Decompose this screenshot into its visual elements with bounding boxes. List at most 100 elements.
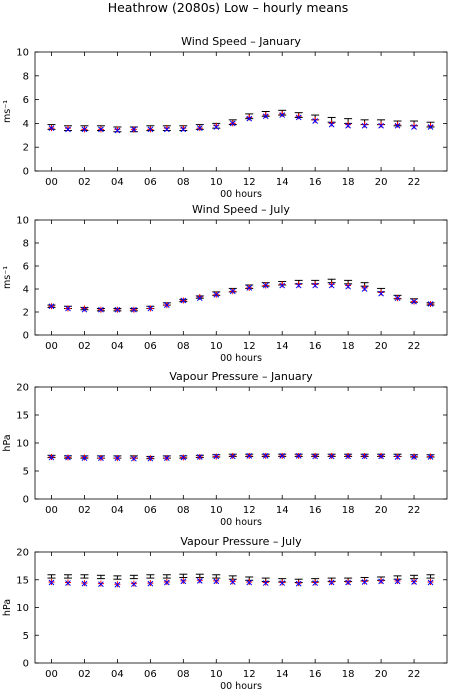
y-tick-label: 0 [23, 331, 29, 342]
x-marker [328, 579, 335, 586]
y-tick-label: 15 [16, 411, 29, 422]
x-tick-label: 00 [45, 177, 58, 188]
x-marker [295, 114, 302, 121]
x-marker [246, 453, 253, 459]
x-tick-label: 04 [111, 177, 124, 188]
x-marker [328, 453, 335, 460]
x-marker [427, 454, 434, 460]
plus-marker [394, 121, 401, 128]
x-marker [131, 306, 137, 313]
x-tick-label: 02 [78, 669, 91, 680]
x-marker [196, 295, 203, 302]
x-tick-label: 04 [111, 341, 124, 352]
x-marker [246, 115, 253, 122]
plus-marker [345, 282, 352, 289]
y-tick-label: 5 [23, 467, 29, 478]
errorbar-mark [96, 574, 105, 580]
x-tick-label: 12 [243, 505, 256, 516]
x-tick-label: 14 [276, 177, 289, 188]
x-marker [361, 286, 368, 292]
x-tick-label: 06 [144, 669, 157, 680]
x-marker [131, 581, 137, 588]
x-marker [394, 122, 401, 129]
x-marker [246, 284, 253, 291]
plus-marker [427, 122, 434, 129]
x-marker [163, 455, 170, 461]
x-marker [213, 291, 220, 298]
x-marker [394, 578, 401, 585]
errorbar-mark [212, 574, 221, 579]
y-tick-label: 20 [16, 548, 29, 559]
x-marker [246, 579, 253, 586]
x-marker [378, 578, 384, 585]
x-tick-label: 16 [309, 341, 322, 352]
figure-title: Heathrow (2080s) Low – hourly means [107, 0, 349, 15]
x-marker [114, 455, 121, 461]
x-marker [262, 453, 269, 459]
plus-marker [361, 284, 368, 291]
x-tick-label: 16 [309, 505, 322, 516]
x-marker [279, 580, 286, 586]
x-marker [427, 124, 434, 130]
x-marker [147, 305, 154, 312]
x-marker [196, 578, 203, 584]
errorbar-mark [47, 574, 56, 579]
x-tick-label: 04 [111, 669, 124, 680]
x-marker [81, 126, 88, 133]
x-axis-label: 00 hours [220, 681, 262, 690]
y-tick-label: 5 [23, 631, 29, 642]
x-tick-label: 18 [342, 505, 355, 516]
y-axis-label: ms⁻¹ [2, 100, 13, 123]
plot-frame [34, 386, 448, 500]
y-tick-label: 0 [23, 659, 29, 670]
y-tick-label: 0 [23, 167, 29, 178]
errorbar-mark [80, 574, 89, 579]
plus-marker [378, 121, 385, 128]
chart-panel: Vapour Pressure – July 0 5 10 15 20 00 02 04 06 08… [2, 535, 448, 690]
y-tick-label: 10 [16, 439, 29, 450]
panel-title: Vapour Pressure – January [169, 370, 313, 383]
y-axis-label: hPa [2, 599, 13, 616]
x-marker [361, 453, 368, 460]
x-tick-label: 22 [408, 669, 421, 680]
errorbar-mark [63, 574, 72, 579]
x-marker [114, 127, 121, 134]
x-tick-label: 12 [243, 177, 256, 188]
x-marker [295, 453, 302, 459]
x-marker [229, 288, 236, 295]
x-tick-label: 18 [342, 341, 355, 352]
x-marker [262, 113, 269, 120]
x-tick-label: 06 [144, 505, 157, 516]
x-marker [196, 125, 203, 132]
y-tick-label: 10 [16, 48, 29, 59]
x-marker [65, 580, 71, 586]
x-tick-label: 00 [45, 669, 58, 680]
x-tick-label: 06 [144, 177, 157, 188]
x-tick-label: 14 [276, 669, 289, 680]
x-tick-label: 00 [45, 341, 58, 352]
x-marker [196, 454, 203, 460]
errorbar-mark [129, 574, 138, 580]
x-marker [229, 453, 236, 460]
y-tick-label: 20 [16, 383, 29, 394]
plus-marker [411, 122, 418, 129]
x-marker [312, 118, 319, 124]
plus-marker [163, 125, 170, 132]
x-tick-label: 20 [375, 177, 388, 188]
x-marker [98, 455, 104, 461]
errorbar-mark [146, 574, 155, 579]
y-tick-label: 10 [16, 216, 29, 227]
x-marker [262, 282, 269, 289]
x-tick-label: 18 [342, 177, 355, 188]
plus-marker [295, 113, 302, 120]
panel-title: Vapour Pressure – July [180, 535, 302, 548]
x-marker [328, 121, 335, 128]
plus-marker [312, 281, 319, 288]
x-marker [279, 453, 286, 459]
x-marker [378, 453, 384, 460]
y-tick-label: 4 [23, 285, 29, 296]
plus-marker [262, 112, 269, 119]
x-marker [65, 454, 71, 461]
x-marker [65, 126, 71, 133]
x-axis-label: 00 hours [220, 517, 262, 528]
